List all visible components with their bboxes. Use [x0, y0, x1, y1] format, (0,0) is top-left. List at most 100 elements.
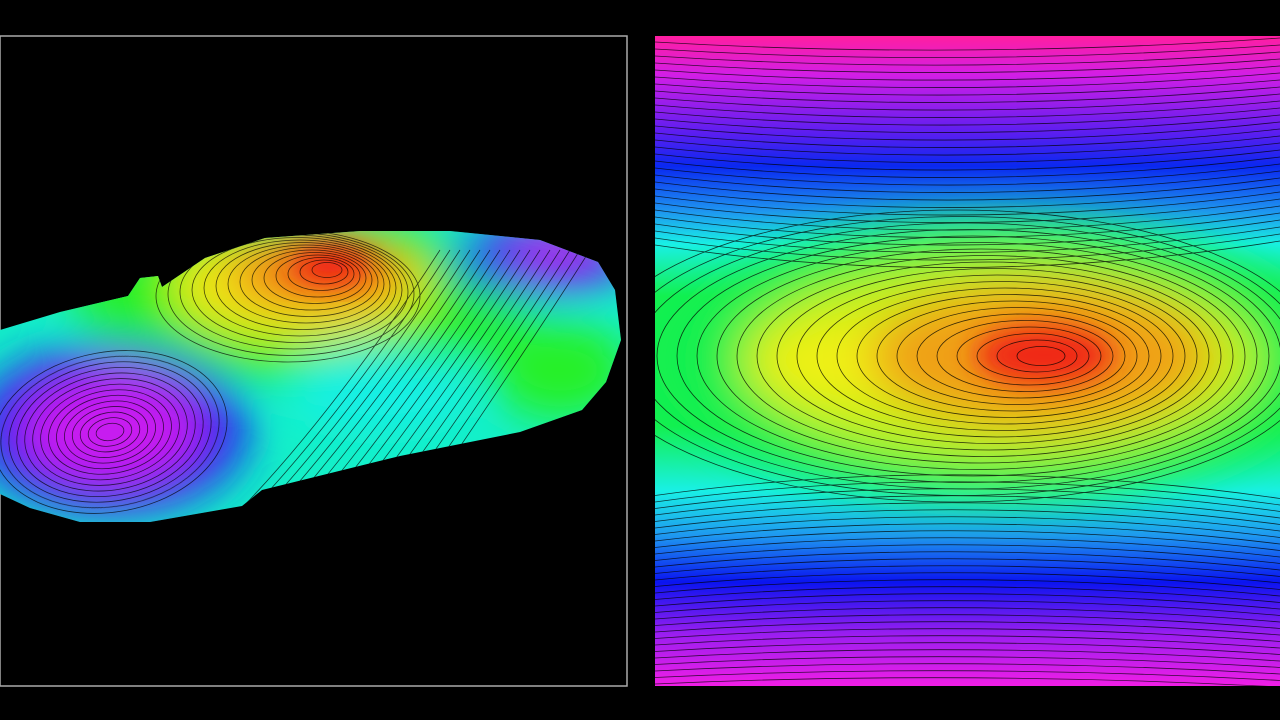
contour-line: [655, 212, 1280, 238]
contour-line: [655, 163, 1280, 186]
contour-line: [655, 51, 1280, 66]
contour-line: [956, 326, 1102, 386]
contour-line: [229, 249, 441, 521]
contour-line: [655, 488, 1280, 512]
contour-line: [736, 255, 1234, 457]
contour-line: [0, 350, 228, 514]
contour-line: [40, 383, 180, 481]
contour-line: [856, 294, 1162, 418]
contour-line: [655, 156, 1280, 178]
contour-line: [287, 257, 355, 291]
contour-line: [251, 249, 373, 311]
contour-line: [32, 378, 188, 486]
contour-line: [655, 635, 1280, 649]
contour-line: [655, 114, 1280, 133]
contour-line: [655, 184, 1280, 208]
contour-lines: [655, 37, 1280, 686]
zone: [20, 375, 200, 485]
contour-line: [655, 58, 1280, 73]
contour-line: [655, 72, 1280, 88]
contour-line: [655, 565, 1280, 584]
contour-line: [655, 642, 1280, 655]
contour-line: [655, 142, 1280, 163]
contour-line: [311, 262, 343, 278]
contour-line: [299, 259, 349, 285]
contour-line: [655, 86, 1280, 103]
contour-line: [655, 600, 1280, 616]
contour-line: [655, 586, 1280, 603]
contour-line: [656, 229, 1280, 483]
contour-line: [655, 593, 1280, 610]
contour-line: [655, 677, 1269, 686]
zone: [975, 325, 1115, 385]
contour-line: [655, 509, 1280, 532]
contour-line: [876, 300, 1150, 412]
field-heatmap: [655, 36, 1280, 686]
contour-line: [655, 649, 1280, 662]
contour-line: [655, 495, 1280, 519]
contour-line: [655, 219, 1280, 246]
contour-line: [655, 233, 1280, 261]
contour-line: [655, 65, 1280, 81]
contour-line: [1016, 346, 1066, 366]
zone: [290, 350, 470, 430]
contour-line: [655, 170, 1280, 193]
contour-line: [655, 107, 1280, 126]
contour-line: [655, 558, 1280, 577]
contour-line: [655, 198, 1280, 223]
contour-line: [655, 226, 1280, 253]
contour-line: [56, 394, 164, 470]
contour-line: [24, 372, 196, 492]
contour-line: [655, 100, 1280, 118]
contour-line: [655, 537, 1280, 558]
contour-line: [655, 93, 1280, 111]
contour-line: [203, 239, 397, 337]
contour-line: [655, 128, 1280, 148]
panel-frame: [0, 35, 628, 687]
contour-line: [239, 247, 379, 317]
contour-line: [48, 389, 172, 475]
contour-line: [655, 177, 1280, 201]
contour-line: [655, 37, 1280, 51]
contour-line: [95, 422, 125, 442]
contour-line: [655, 240, 1280, 268]
contour-line: [655, 191, 1280, 216]
contour-line: [655, 663, 1280, 675]
contour-line: [215, 242, 391, 330]
contour-line: [976, 333, 1090, 379]
contour-line: [655, 523, 1280, 545]
contour-line: [655, 205, 1280, 231]
contour-line: [191, 237, 403, 343]
contour-line: [936, 320, 1114, 392]
contour-line: [896, 307, 1138, 405]
contour-line: [263, 252, 367, 304]
contour-line: [796, 274, 1198, 438]
contour-line: [655, 79, 1280, 96]
contour-line: [696, 242, 1258, 470]
contour-line: [655, 135, 1280, 156]
contour-line: [655, 628, 1280, 642]
contour-line: [776, 268, 1210, 444]
contour-line: [916, 313, 1126, 399]
contour-line: [8, 361, 212, 503]
contour-line: [655, 516, 1280, 538]
contour-line: [655, 670, 1280, 681]
contour-line: [63, 400, 157, 464]
contour-line: [655, 579, 1280, 597]
contour-line: [655, 656, 1280, 668]
contour-line: [716, 248, 1246, 464]
contour-line: [655, 121, 1280, 141]
contour-line: [655, 502, 1280, 525]
zone: [490, 320, 621, 420]
contour-line: [0, 355, 220, 509]
contour-line: [87, 417, 133, 447]
contour-line: [836, 287, 1174, 425]
contour-line: [655, 149, 1280, 171]
contour-line: [655, 481, 1280, 506]
contour-line: [996, 339, 1078, 373]
contour-line: [655, 530, 1280, 551]
contour-line: [816, 281, 1186, 431]
contour-line: [756, 261, 1222, 451]
